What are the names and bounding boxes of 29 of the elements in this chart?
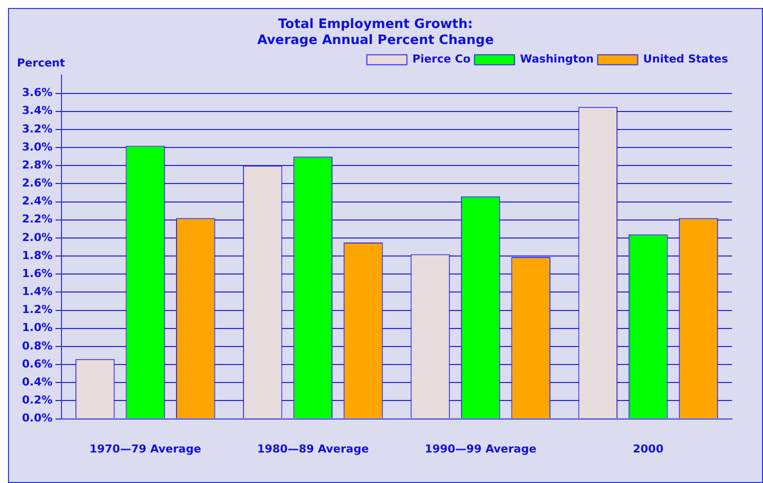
- y-tick-label: 2.8%: [22, 158, 53, 172]
- text: Total Employment Growth:: [278, 17, 473, 32]
- text: Average Annual Percent Change: [257, 32, 494, 48]
- y-tick-label: 2.2%: [22, 212, 53, 226]
- legend-label: Pierce Co: [412, 52, 471, 66]
- y-axis-title: Percent: [17, 56, 66, 70]
- x-tick-label: 2000: [632, 442, 664, 456]
- y-tick-label: 0.8%: [22, 339, 53, 352]
- y-tick-label: 1.4%: [22, 285, 53, 298]
- y-tick-label: 3.4%: [22, 104, 53, 118]
- y-tick-label: 3.6%: [22, 86, 53, 100]
- y-tick-label: 3.2%: [22, 122, 53, 136]
- x-tick-label: 1980—89 Average: [257, 442, 369, 456]
- y-tick-label: 1.2%: [22, 303, 53, 316]
- y-tick-label: 2.6%: [22, 176, 53, 190]
- y-tick-label: 0.0%: [22, 412, 53, 425]
- legend-label: Washington: [520, 52, 594, 66]
- y-tick-label: 0.2%: [22, 394, 53, 407]
- x-tick-label: 1970—79 Average: [89, 442, 202, 456]
- y-tick-label: 3.0%: [22, 140, 53, 154]
- x-tick-label: 1990—99 Average: [424, 442, 536, 456]
- y-tick-label: 1.6%: [22, 266, 53, 280]
- y-tick-label: 2.4%: [22, 194, 53, 208]
- y-tick-label: 2.0%: [22, 230, 53, 244]
- y-tick-label: 1.8%: [22, 248, 53, 262]
- legend-label: United States: [643, 52, 728, 66]
- y-tick-label: 0.4%: [22, 375, 53, 388]
- y-tick-label: 1.0%: [22, 321, 53, 334]
- y-tick-label: 0.6%: [22, 357, 53, 370]
